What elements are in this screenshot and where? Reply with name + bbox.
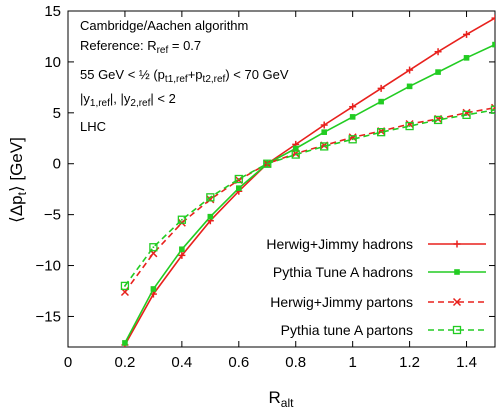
y-tick-label: −10 [36, 258, 61, 275]
y-tick-label: −15 [36, 308, 61, 325]
data-point-series-4 [490, 105, 495, 114]
data-point-series-2 [492, 41, 495, 48]
annotation-reference: Reference: Rref = 0.7 [80, 38, 201, 56]
series-line-4 [124, 109, 495, 287]
data-point-series-2 [122, 340, 128, 346]
data-point-series-2 [207, 213, 214, 220]
data-point-series-1 [491, 14, 495, 22]
data-point-series-2 [150, 286, 157, 292]
data-point-series-2 [463, 55, 470, 61]
annotation-collider: LHC [80, 119, 106, 134]
series-line-1 [124, 17, 495, 346]
series-line-2 [124, 43, 495, 344]
data-point-series-4 [433, 115, 443, 125]
series-layer [120, 14, 495, 347]
data-point-series-2 [406, 83, 413, 90]
legend-swatch-marker [452, 297, 462, 307]
data-point-series-2 [321, 129, 327, 135]
y-tick-label: 0 [53, 156, 61, 173]
data-point-series-4 [149, 243, 158, 252]
legend-label: Pythia tune A partons [281, 322, 413, 338]
data-point-series-4 [291, 150, 300, 159]
data-point-series-1 [434, 48, 442, 56]
annotation-block: Cambridge/Aachen algorithm Reference: Rr… [80, 18, 289, 134]
data-point-series-2 [349, 114, 356, 120]
x-tick-label: 0.6 [228, 354, 249, 371]
legend-swatch-marker [453, 240, 461, 248]
x-tick-label: 1.4 [456, 354, 477, 371]
data-point-series-4 [206, 193, 215, 202]
axis-tick-labels: 0 0.2 0.4 0.6 0.8 1 1.2 1.4 −15 −10 −5 0 5 10 15 [36, 3, 477, 371]
legend-swatch-marker [452, 325, 462, 335]
data-point-series-1 [406, 66, 414, 74]
x-tick-label: 0 [64, 354, 72, 371]
x-tick-label: 1.2 [399, 354, 420, 371]
data-point-series-4 [348, 135, 357, 144]
legend-label: Herwig+Jimmy hadrons [266, 236, 413, 252]
x-tick-label: 0.2 [115, 354, 136, 371]
data-point-series-2 [179, 246, 185, 253]
y-tick-label: −5 [44, 207, 61, 224]
data-point-series-1 [349, 103, 357, 111]
data-point-series-4 [405, 121, 414, 131]
axis-ticks [67, 10, 495, 347]
plot-frame [67, 10, 496, 348]
data-point-series-2 [292, 145, 299, 152]
x-tick-label: 0.8 [285, 354, 306, 371]
y-axis-label: ⟨Δpt⟩ [GeV] [7, 137, 29, 223]
legend-swatch-marker [454, 269, 460, 275]
data-point-series-4 [120, 281, 130, 291]
data-point-series-3 [348, 133, 357, 142]
x-tick-label: 1 [348, 354, 356, 371]
data-point-series-4 [320, 142, 329, 151]
data-point-series-1 [178, 251, 186, 259]
series-line-3 [124, 106, 495, 293]
data-point-series-1 [377, 84, 385, 92]
x-axis-label: Ralt [269, 388, 295, 409]
data-point-series-1 [320, 121, 328, 129]
data-point-series-4 [177, 215, 187, 224]
data-point-series-3 [206, 195, 215, 204]
y-tick-label: 10 [44, 54, 61, 71]
data-point-series-4 [462, 110, 471, 120]
data-point-series-4 [263, 159, 272, 168]
annotation-pt-range: 55 GeV < ½ (pt1,ref+pt2,ref) < 70 GeV [80, 67, 289, 85]
y-tick-label: 5 [53, 105, 61, 122]
data-point-series-4 [376, 128, 386, 137]
data-point-series-2 [435, 69, 441, 75]
annotation-rapidity: |y1,ref|, |y2,ref| < 2 [80, 91, 176, 109]
y-tick-label: 15 [44, 3, 61, 20]
legend-label: Herwig+Jimmy partons [270, 294, 413, 310]
data-point-series-2 [378, 98, 384, 105]
annotation-algorithm: Cambridge/Aachen algorithm [80, 18, 248, 33]
x-axis-label-sub: alt [281, 396, 294, 409]
x-tick-label: 0.4 [171, 354, 192, 371]
legend: Herwig+Jimmy hadrons Pythia Tune A hadron… [266, 236, 486, 338]
data-point-series-4 [234, 174, 243, 184]
legend-label: Pythia Tune A hadrons [273, 264, 413, 280]
data-point-series-2 [236, 185, 242, 191]
y-axis-label-sub: t [15, 191, 29, 195]
data-point-series-1 [463, 30, 471, 38]
